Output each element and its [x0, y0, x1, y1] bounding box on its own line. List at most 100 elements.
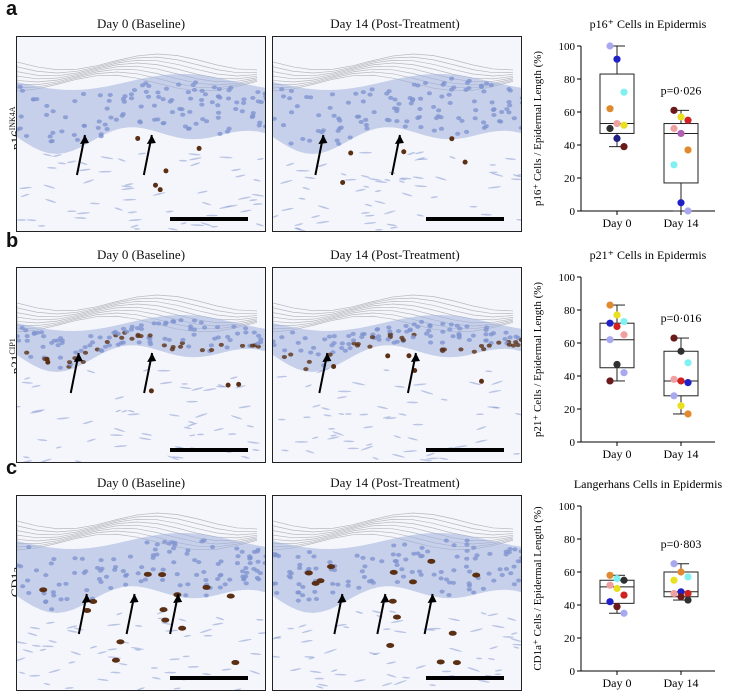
scale-bar: [170, 676, 248, 680]
data-point: [606, 571, 614, 579]
y-tick-label: 40: [564, 371, 576, 383]
p-value-annotation: p=0·026: [661, 83, 702, 97]
micrograph-a-day14: [272, 36, 522, 232]
chart-title: Langerhans Cells in Epidermis: [574, 477, 723, 491]
micrograph-c-day14: [272, 495, 522, 691]
data-point: [670, 375, 678, 383]
micrograph-c-day0: [16, 495, 266, 691]
y-tick-label: 60: [564, 107, 576, 119]
data-point: [606, 377, 614, 385]
data-point: [677, 113, 685, 121]
data-point: [613, 360, 621, 369]
data-point: [620, 88, 628, 96]
data-point: [670, 589, 678, 598]
x-tick-label: Day 0: [603, 216, 632, 230]
y-tick-label: 0: [570, 206, 576, 218]
data-point: [677, 347, 685, 355]
stained-cells: [44, 356, 242, 394]
y-tick-label: 20: [564, 633, 576, 645]
data-point: [670, 392, 678, 400]
y-tick-label: 40: [564, 600, 576, 612]
y-tick-label: 20: [564, 404, 576, 416]
nuclei: [17, 318, 264, 370]
scale-bar: [426, 448, 504, 452]
data-point: [613, 584, 621, 593]
arrow-icon: [318, 352, 420, 394]
arrow-icon: [77, 593, 183, 635]
data-point: [670, 576, 678, 584]
y-tick-label: 60: [564, 567, 576, 579]
y-tick-label: 40: [564, 140, 576, 152]
epidermis-layer: [17, 533, 265, 613]
data-point: [670, 560, 678, 568]
x-tick-label: Day 0: [603, 676, 632, 690]
dermis-fibers: [273, 151, 521, 231]
data-point: [677, 568, 685, 576]
y-axis-label: p21⁺ Cells / Epidermal Length (%): [532, 282, 544, 438]
data-point: [670, 106, 678, 114]
scale-bar: [170, 217, 248, 221]
col-title-day14-a: Day 14 (Post-Treatment): [330, 16, 460, 31]
panel-letter-c: c: [6, 457, 18, 479]
data-point: [620, 143, 628, 151]
col-title-day0-a: Day 0 (Baseline): [96, 16, 186, 31]
data-point: [684, 146, 692, 154]
data-point: [677, 402, 685, 410]
stained-cells: [135, 135, 202, 193]
y-tick-label: 0: [570, 437, 576, 449]
y-tick-label: 100: [559, 272, 576, 284]
data-point: [606, 42, 614, 50]
p-value-annotation: p=0·803: [661, 537, 702, 551]
data-point: [606, 319, 614, 327]
data-point: [684, 573, 692, 581]
data-point: [684, 410, 692, 418]
y-tick-label: 80: [564, 534, 576, 546]
data-point: [684, 359, 692, 367]
panel-letter-b: b: [6, 230, 19, 252]
data-point: [670, 124, 678, 133]
data-point: [620, 591, 628, 599]
y-tick-label: 80: [564, 305, 576, 317]
scale-bar: [426, 217, 504, 221]
x-tick-label: Day 14: [664, 676, 699, 690]
box-plot-p16: p16⁺ Cells in Epidermis p16⁺ Cells / Epid…: [532, 17, 715, 230]
data-point: [620, 317, 628, 326]
micrograph-b-day14: [272, 267, 522, 463]
micrograph-b-day0: [16, 267, 266, 463]
chart-title: p16⁺ Cells in Epidermis: [590, 17, 707, 31]
data-point: [613, 575, 621, 583]
col-title-day14-c: Day 14 (Post-Treatment): [330, 475, 460, 490]
data-point: [684, 589, 692, 598]
dermis-fibers: [17, 368, 260, 462]
box-plot-p21: p21⁺ Cells in Epidermis p21⁺ Cells / Epid…: [532, 248, 715, 461]
stained-cells: [331, 353, 485, 384]
data-point: [606, 105, 614, 113]
nuclei: [273, 319, 521, 372]
box-plot-cd1a: Langerhans Cells in Epidermis CD1a⁺ Cells…: [532, 477, 723, 690]
micrograph-a-day0: [16, 36, 266, 232]
data-point: [620, 121, 628, 129]
y-tick-label: 60: [564, 338, 576, 350]
nuclei: [273, 538, 521, 603]
stained-cells: [39, 571, 240, 666]
data-point: [606, 336, 614, 344]
data-point: [606, 124, 614, 133]
data-point: [677, 129, 685, 138]
data-point: [613, 603, 621, 611]
stained-cells: [340, 136, 468, 185]
col-title-day0-b: Day 0 (Baseline): [96, 247, 186, 262]
data-point: [677, 588, 685, 596]
panel-letter-a: a: [6, 0, 18, 20]
nuclei: [17, 80, 265, 144]
data-point: [606, 301, 614, 309]
arrow-icon: [333, 593, 437, 635]
data-point: [606, 598, 614, 606]
x-tick-label: Day 0: [603, 447, 632, 461]
data-point: [620, 369, 628, 377]
data-point: [620, 576, 628, 584]
scale-bar: [426, 676, 504, 680]
x-tick-label: Day 14: [664, 216, 699, 230]
y-axis-label: CD1a⁺ Cells / Epidermal Length (%): [532, 506, 544, 671]
y-tick-label: 0: [570, 666, 576, 678]
data-point: [684, 379, 692, 387]
